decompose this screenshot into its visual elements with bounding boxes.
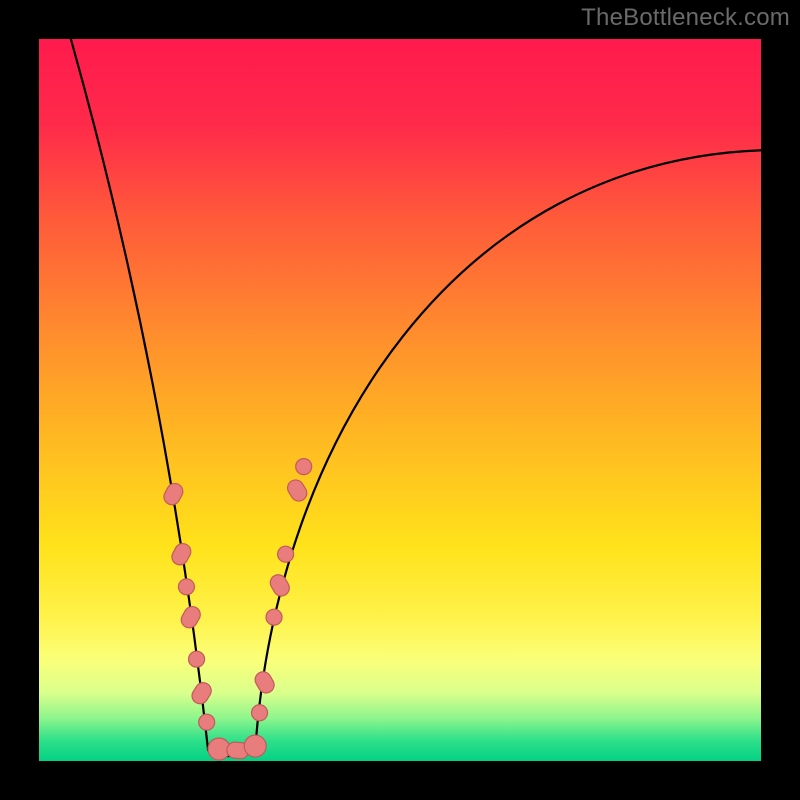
marker-dot [266,609,282,625]
bottleneck-chart [0,0,800,800]
marker-dot [278,546,294,562]
marker-dot [296,459,312,475]
chart-stage: TheBottleneck.com [0,0,800,800]
marker-dot [178,579,194,595]
plot-area [38,38,762,762]
marker-dot [189,651,205,667]
marker-dot [199,714,215,730]
watermark-text: TheBottleneck.com [581,4,790,32]
marker-dot [252,705,268,721]
marker-dot [244,735,266,757]
